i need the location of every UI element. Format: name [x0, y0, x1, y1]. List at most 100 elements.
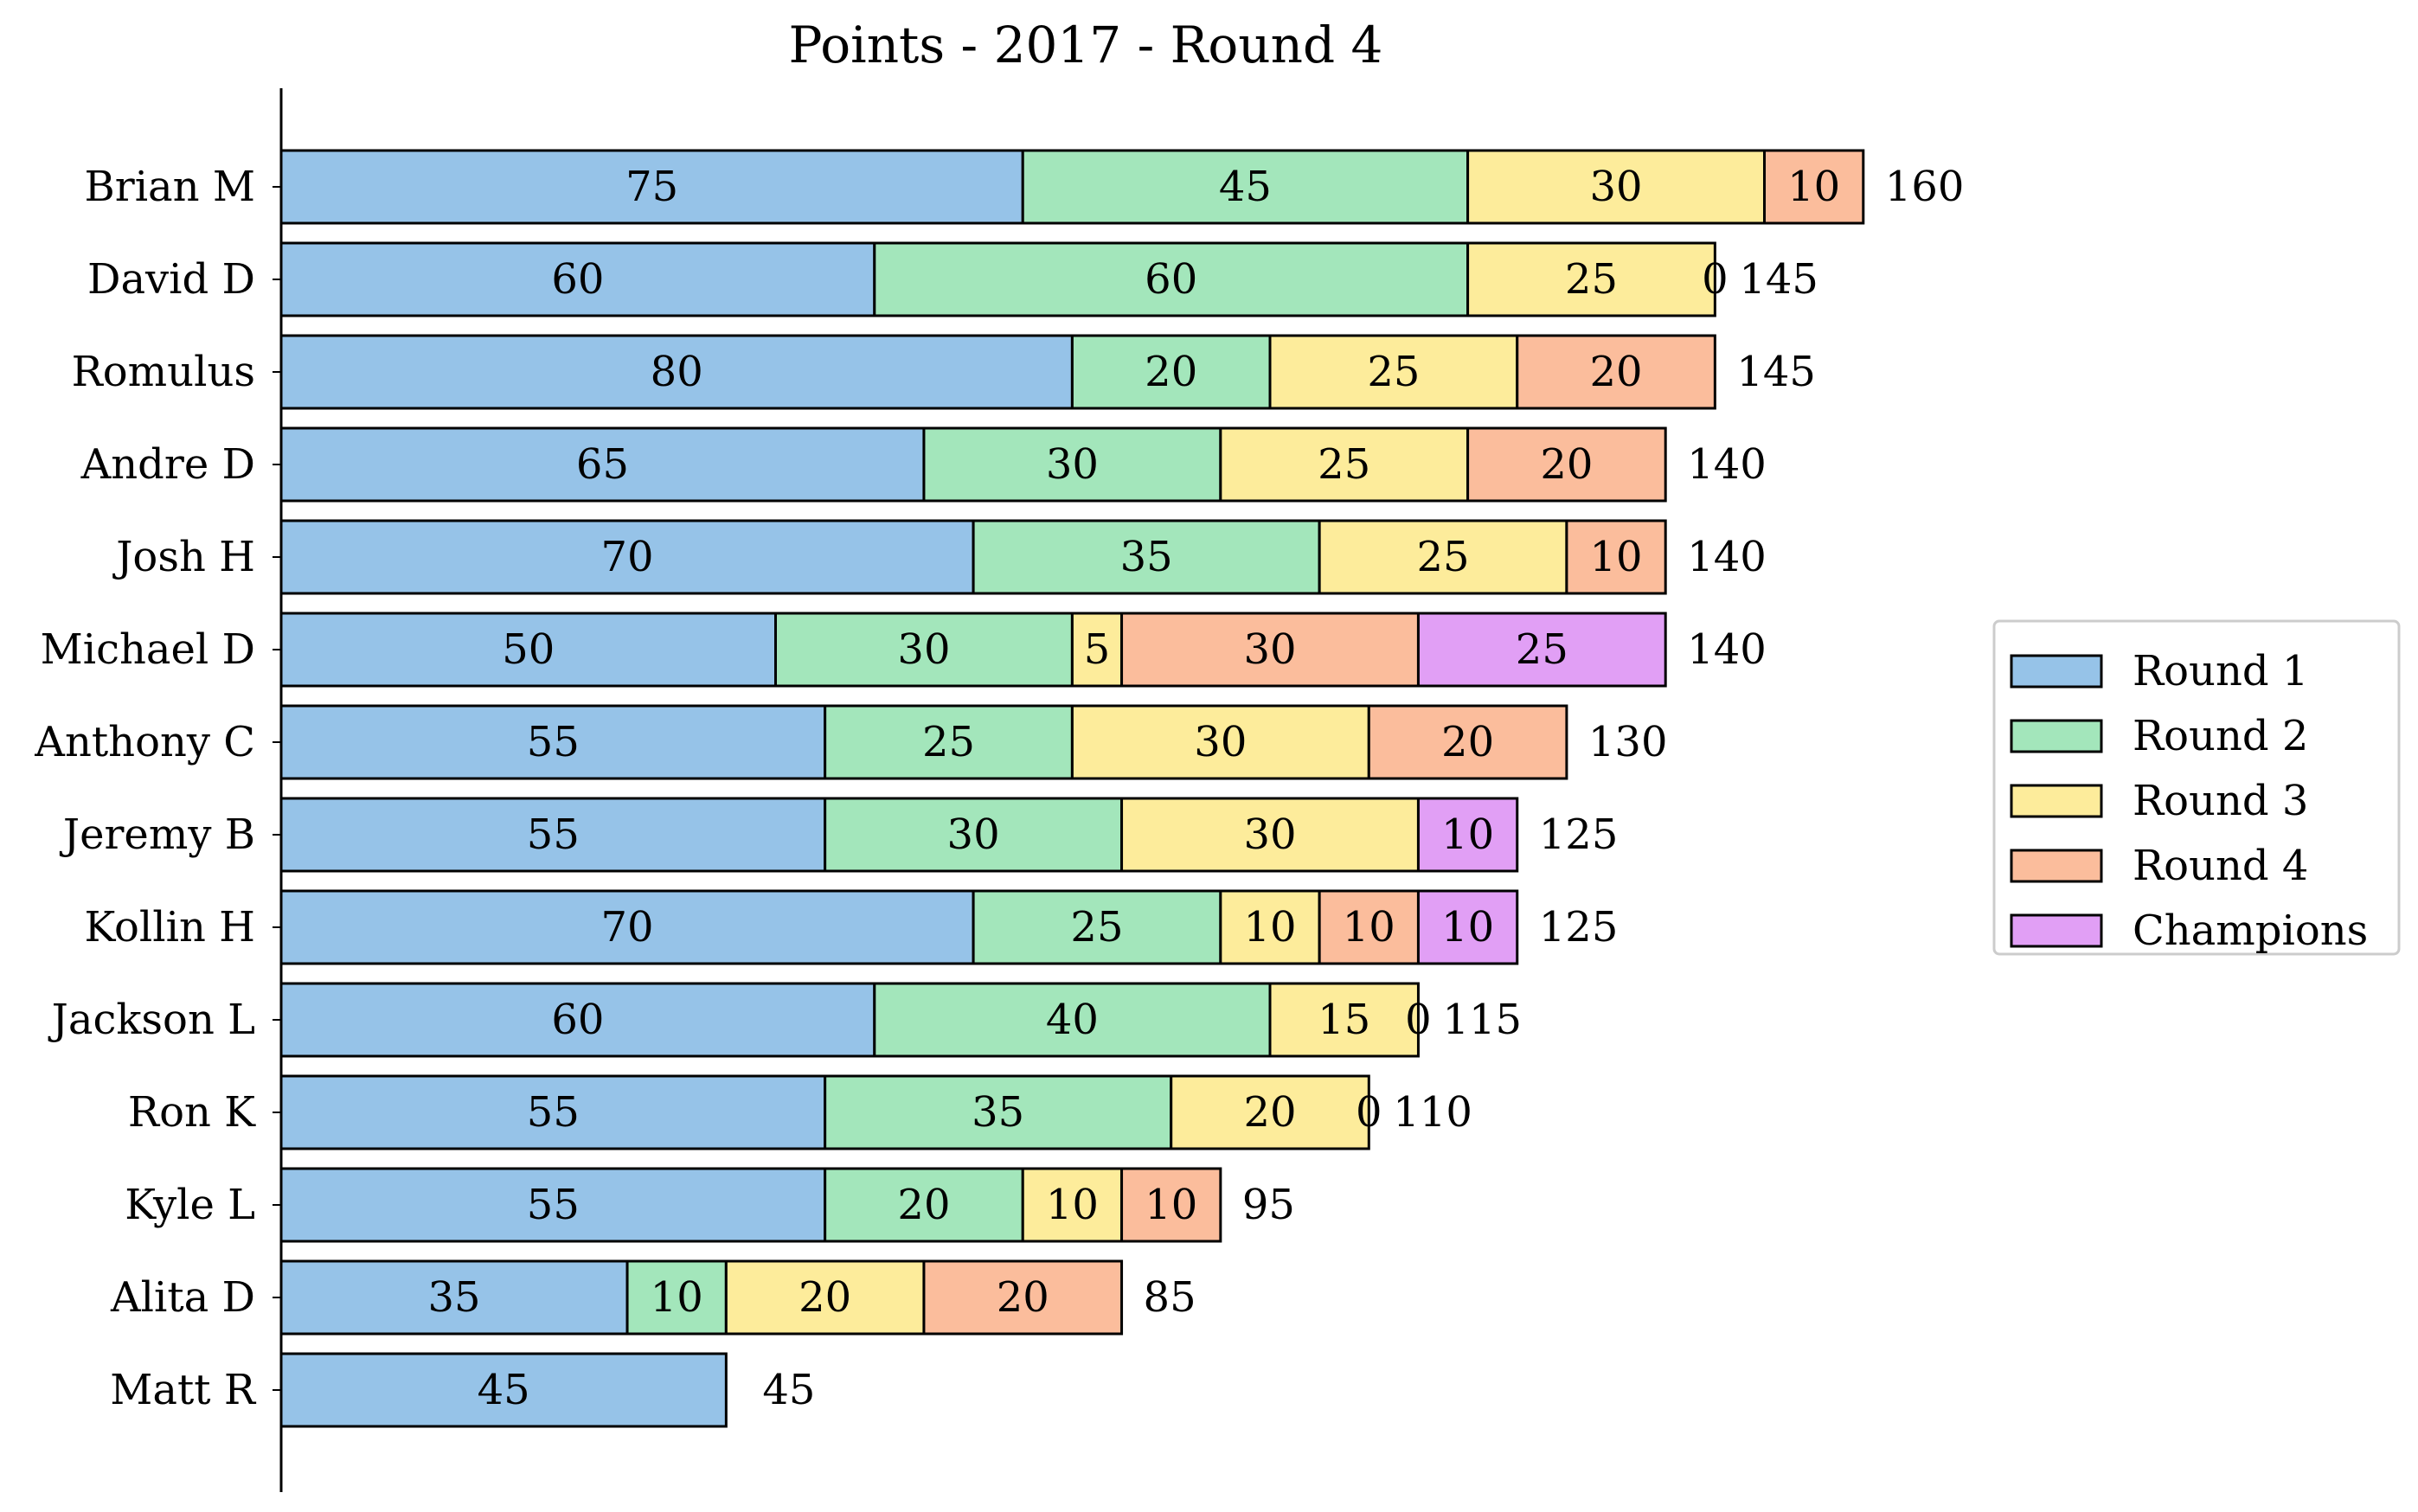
bar-segment-jeremy-b-round-1	[279, 797, 827, 873]
segment-label: 55	[527, 1181, 580, 1229]
segment-label: 60	[551, 255, 604, 304]
segment-label: 20	[799, 1273, 851, 1322]
y-tick-label-jeremy-b: Jeremy B	[59, 810, 255, 859]
segment-label: 30	[947, 810, 1000, 859]
y-tick-label-michael-d: Michael D	[41, 625, 255, 674]
bar-segment-jeremy-b-champions	[1416, 797, 1519, 873]
legend-swatch	[2010, 719, 2103, 753]
segment-label: 25	[1070, 903, 1123, 951]
legend-entry: Champions	[2133, 907, 2368, 955]
bar-segment-michael-d-round-4	[1120, 612, 1420, 688]
bar-segment-kollin-h-round-3	[1219, 889, 1321, 965]
bar-segment-kollin-h-champions	[1416, 889, 1519, 965]
total-label-romulus: 145	[1736, 348, 1816, 396]
segment-label: 35	[427, 1273, 480, 1322]
total-label-david-d: 145	[1739, 255, 1818, 304]
bar-segment-anthony-c-round-4	[1367, 704, 1568, 780]
segment-label: 10	[1787, 163, 1840, 211]
segment-label: 30	[1046, 440, 1099, 489]
segment-label: 25	[1565, 255, 1618, 304]
segment-label: 30	[1194, 718, 1247, 766]
bar-segment-ron-k-round-3	[1170, 1074, 1370, 1150]
bar-segment-andre-d-round-1	[279, 426, 926, 503]
bar-segment-jeremy-b-round-3	[1120, 797, 1420, 873]
legend-swatch	[2010, 784, 2103, 818]
segment-label: 10	[1441, 810, 1494, 859]
segment-label: 5	[1084, 625, 1111, 674]
bar-segment-michael-d-round-2	[774, 612, 1074, 688]
bar-segment-ron-k-round-1	[279, 1074, 827, 1150]
y-tick-label-ron-k: Ron K	[128, 1088, 256, 1137]
y-tick-label-alita-d: Alita D	[110, 1273, 255, 1322]
y-tick-label-matt-r: Matt R	[110, 1366, 257, 1414]
y-tick-label-andre-d: Andre D	[80, 440, 255, 489]
bar-segment-michael-d-round-1	[279, 612, 777, 688]
segment-label: 55	[527, 810, 580, 859]
total-label-alita-d: 85	[1144, 1273, 1196, 1322]
bar-segment-kyle-l-round-2	[824, 1167, 1024, 1243]
bar-segment-alita-d-round-2	[625, 1259, 728, 1336]
segment-label: 70	[601, 533, 654, 581]
y-tick-label-anthony-c: Anthony C	[34, 718, 255, 766]
legend-entry: Round 2	[2133, 712, 2308, 760]
total-label-jeremy-b: 125	[1539, 810, 1619, 859]
bars-group	[279, 149, 1865, 1428]
total-label-jackson-l: 115	[1442, 996, 1522, 1044]
segment-label: 80	[651, 348, 703, 396]
legend-entry: Round 3	[2133, 777, 2308, 825]
bar-segment-alita-d-round-3	[724, 1259, 926, 1336]
segment-label: 15	[1318, 996, 1370, 1044]
segment-label: 30	[897, 625, 950, 674]
segment-label: 30	[1590, 163, 1643, 211]
segment-label: 55	[527, 718, 580, 766]
segment-label: 10	[1145, 1181, 1197, 1229]
y-tick-label-kyle-l: Kyle L	[125, 1181, 255, 1229]
total-label-josh-h: 140	[1687, 533, 1767, 581]
y-tick-label-josh-h: Josh H	[112, 533, 255, 581]
bar-segment-kollin-h-round-4	[1318, 889, 1420, 965]
bar-segment-josh-h-round-2	[972, 519, 1321, 595]
bar-segment-romulus-round-2	[1070, 334, 1272, 410]
bar-segment-michael-d-round-3	[1070, 612, 1124, 688]
bar-segment-alita-d-round-1	[279, 1259, 629, 1336]
segment-label: 20	[1243, 1088, 1296, 1137]
bar-segment-brian-m-round-3	[1466, 149, 1766, 225]
segment-label: 50	[502, 625, 555, 674]
bar-segment-romulus-round-3	[1268, 334, 1519, 410]
segment-label: 55	[527, 1088, 580, 1137]
segment-label: 60	[1145, 255, 1197, 304]
bar-segment-kyle-l-round-3	[1021, 1167, 1124, 1243]
total-label-kollin-h: 125	[1539, 903, 1619, 951]
segment-label: 20	[1441, 718, 1494, 766]
segment-label: 10	[651, 1273, 703, 1322]
bar-segment-andre-d-round-2	[922, 426, 1222, 503]
bar-segment-josh-h-round-3	[1318, 519, 1568, 595]
segment-label: 70	[601, 903, 654, 951]
segment-label: 20	[1590, 348, 1643, 396]
bar-segment-david-d-round-3	[1466, 241, 1716, 317]
legend: Round 1 Round 2 Round 3 Round 4 Champions	[1992, 619, 2401, 956]
segment-label: 45	[478, 1366, 530, 1414]
segment-label: 30	[1243, 810, 1296, 859]
y-axis-ticks: Brian M David D Romulus Andre D Josh H Michae…	[34, 163, 281, 1414]
segment-label: 0	[1702, 255, 1729, 304]
y-tick-label-david-d: David D	[87, 255, 255, 304]
bar-segment-brian-m-round-4	[1763, 149, 1865, 225]
y-tick-label-brian-m: Brian M	[84, 163, 255, 211]
bar-segment-matt-r-round-1	[279, 1352, 728, 1428]
total-label-michael-d: 140	[1687, 625, 1767, 674]
segment-label: 25	[1516, 625, 1568, 674]
segment-label: 10	[1441, 903, 1494, 951]
segment-label: 60	[551, 996, 604, 1044]
segment-label: 0	[1405, 996, 1432, 1044]
segment-label: 35	[972, 1088, 1024, 1137]
total-labels-group: 160 145 145 140 140 140 130 125 125 115 110 95 85 45	[762, 163, 1964, 1414]
segment-label: 35	[1120, 533, 1173, 581]
bar-segment-jackson-l-round-2	[873, 982, 1272, 1058]
legend-entry: Round 1	[2133, 647, 2308, 695]
total-label-brian-m: 160	[1885, 163, 1965, 211]
bar-segment-michael-d-champions	[1416, 612, 1667, 688]
segment-label: 40	[1046, 996, 1099, 1044]
segment-label: 20	[1145, 348, 1197, 396]
y-tick-label-jackson-l: Jackson L	[48, 996, 255, 1044]
